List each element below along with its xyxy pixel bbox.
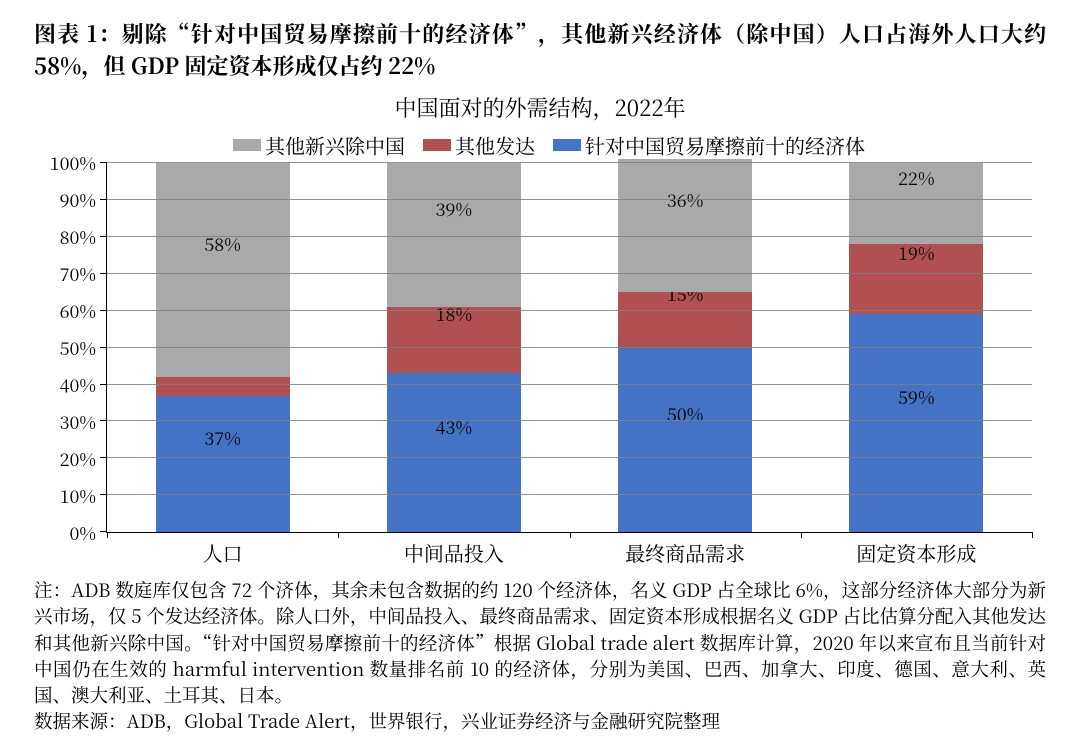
bar-segment [387, 373, 521, 532]
x-category-label: 中间品投入 [404, 538, 504, 567]
chart-area: 0%10%20%30%40%50%60%70%80%90%100% 37%5%5… [34, 163, 1046, 563]
y-tick-mark [100, 273, 107, 274]
y-tick-label: 20% [34, 446, 96, 472]
y-tick-mark [100, 236, 107, 237]
legend-swatch [423, 139, 451, 151]
footnote-text: 注：ADB 数庭库仅包含 72 个济体，其余未包含数据的约 120 个经济体，名… [34, 577, 1046, 708]
figure-caption: 图表 1：剔除“针对中国贸易摩擦前十的经济体”，其他新兴经济体（除中国）人口占海… [34, 18, 1046, 82]
grid-line [107, 162, 1032, 163]
x-category-label: 人口 [203, 538, 243, 567]
x-tick-mark [1032, 532, 1033, 538]
y-tick-label: 90% [34, 187, 96, 213]
source-text: 数据来源：ADB，Global Trade Alert，世界银行，兴业证券经济与… [34, 708, 1046, 734]
y-axis: 0%10%20%30%40%50%60%70%80%90%100% [34, 163, 106, 533]
legend-label: 针对中国贸易摩擦前十的经济体 [585, 130, 865, 159]
x-category-label: 固定资本形成 [856, 538, 976, 567]
y-tick-label: 40% [34, 372, 96, 398]
grid-line [107, 310, 1032, 311]
bar-group: 43%18%39% [387, 163, 521, 532]
bar-group: 59%19%22% [849, 163, 983, 532]
grid-line [107, 384, 1032, 385]
y-tick-label: 60% [34, 298, 96, 324]
legend: 其他新兴除中国 其他发达 针对中国贸易摩擦前十的经济体 [34, 127, 1046, 159]
chart-title: 中国面对的外需结构，2022年 [34, 92, 1046, 123]
y-tick-label: 100% [34, 150, 96, 176]
chart-figure: 图表 1：剔除“针对中国贸易摩擦前十的经济体”，其他新兴经济体（除中国）人口占海… [0, 0, 1080, 746]
x-category-label: 最终商品需求 [625, 538, 745, 567]
bar-value-label: 50% [618, 401, 752, 427]
x-tick-mark [338, 532, 339, 538]
bars-container: 37%5%58% 43%18%39% 50%15%36% 59%19%22% [107, 163, 1032, 532]
y-tick-label: 0% [34, 520, 96, 546]
y-tick-label: 50% [34, 335, 96, 361]
legend-swatch [233, 139, 261, 151]
bar-value-label: 22% [849, 165, 983, 191]
grid-line [107, 347, 1032, 348]
y-tick-label: 80% [34, 224, 96, 250]
legend-label: 其他发达 [455, 130, 535, 159]
bar-value-label: 43% [387, 414, 521, 440]
plot-area: 37%5%58%43%18%39%50%15%36%59%19%22% 人口中间… [106, 163, 1032, 533]
y-tick-mark [100, 420, 107, 421]
y-tick-mark [100, 457, 107, 458]
y-tick-mark [100, 531, 107, 532]
bar-segment [156, 163, 290, 377]
x-tick-mark [570, 532, 571, 538]
grid-line [107, 457, 1032, 458]
bar-group: 37%5%58% [156, 163, 290, 532]
y-tick-mark [100, 494, 107, 495]
y-tick-mark [100, 162, 107, 163]
y-tick-mark [100, 347, 107, 348]
bar-segment [618, 348, 752, 533]
y-tick-mark [100, 384, 107, 385]
y-tick-mark [100, 199, 107, 200]
bar-value-label: 59% [849, 384, 983, 410]
grid-line [107, 273, 1032, 274]
bar-segment [156, 377, 290, 395]
legend-swatch [553, 139, 581, 151]
bar-segment [156, 396, 290, 533]
y-tick-mark [100, 310, 107, 311]
bar-group: 50%15%36% [618, 163, 752, 532]
y-tick-label: 70% [34, 261, 96, 287]
grid-line [107, 420, 1032, 421]
legend-label: 其他新兴除中国 [265, 130, 405, 159]
grid-line [107, 236, 1032, 237]
grid-line [107, 494, 1032, 495]
x-tick-mark [801, 532, 802, 538]
x-tick-mark [107, 532, 108, 538]
grid-line [107, 199, 1032, 200]
y-tick-label: 30% [34, 409, 96, 435]
bar-value-label: 37% [156, 425, 290, 451]
y-tick-label: 10% [34, 483, 96, 509]
